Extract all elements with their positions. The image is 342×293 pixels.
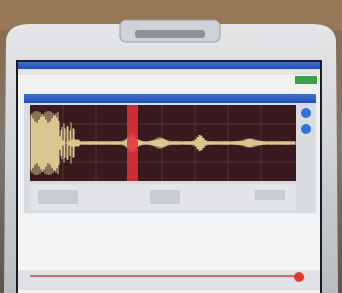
title-bar <box>18 62 320 69</box>
status-bar <box>18 270 320 290</box>
menu-bar <box>18 69 320 75</box>
window-title-bar <box>24 94 316 103</box>
handle-grip <box>135 30 205 38</box>
status-indicator <box>295 76 317 84</box>
selection-band <box>127 105 138 181</box>
side-button[interactable] <box>301 108 311 118</box>
record-button[interactable] <box>294 272 304 282</box>
photo <box>0 0 342 293</box>
control-group <box>255 190 285 200</box>
control-group <box>38 190 78 204</box>
lower-pane <box>18 215 320 270</box>
control-group <box>150 190 180 204</box>
side-button[interactable] <box>301 124 311 134</box>
toolbar <box>18 75 320 87</box>
